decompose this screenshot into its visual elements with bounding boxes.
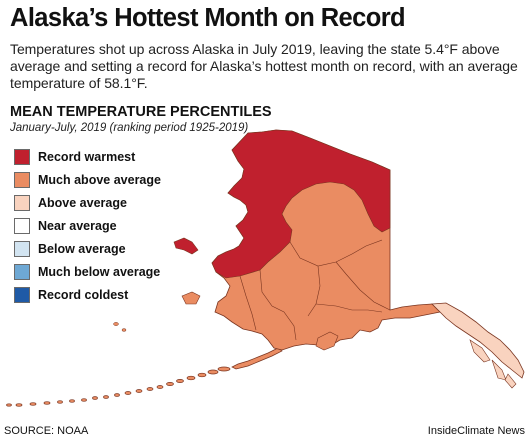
legend-label: Record coldest (38, 287, 129, 302)
aleutian-island (29, 402, 37, 406)
panhandle-island (469, 339, 491, 363)
division-line (315, 303, 383, 313)
legend-swatch (14, 240, 30, 257)
alaska-peninsula-tip (231, 347, 283, 370)
legend-swatch (14, 171, 30, 188)
aleutian-island (92, 396, 98, 400)
map-legend: Record warmest Much above average Above … (14, 145, 161, 306)
panhandle-islands (469, 339, 517, 389)
aleutian-island (43, 401, 51, 405)
legend-label: Record warmest (38, 149, 136, 164)
division-line (307, 265, 321, 317)
aleutian-island (146, 387, 154, 391)
aleutian-island (81, 398, 87, 402)
legend-item-record-coldest: Record coldest (14, 283, 161, 306)
st-lawrence-island (173, 237, 199, 255)
division-line (351, 239, 383, 255)
panhandle-island (504, 373, 517, 389)
aleutian-island (186, 375, 196, 381)
pribilof-island (113, 322, 119, 326)
aleutian-island (57, 400, 63, 404)
legend-swatch (14, 286, 30, 303)
legend-label: Above average (38, 195, 127, 210)
legend-swatch (14, 263, 30, 280)
legend-swatch (14, 194, 30, 211)
kodiak-island (315, 331, 339, 351)
legend-item-above-average: Above average (14, 191, 161, 214)
aleutian-island (114, 393, 120, 397)
legend-label: Below average (38, 241, 126, 256)
legend-label: Much below average (38, 264, 161, 279)
division-line (239, 275, 257, 331)
aleutian-island (197, 372, 207, 378)
aleutian-island (156, 385, 164, 389)
alaska-panhandle (431, 302, 525, 379)
legend-subtitle: January-July, 2019 (ranking period 1925-… (10, 122, 249, 134)
legend-swatch (14, 148, 30, 165)
legend-item-record-warmest: Record warmest (14, 145, 161, 168)
aleutian-islands (6, 347, 283, 407)
legend-label: Much above average (38, 172, 161, 187)
aleutian-island (176, 379, 184, 383)
aleutian-island (166, 382, 174, 386)
aleutian-island (217, 366, 231, 372)
legend-label: Near average (38, 218, 117, 233)
division-line (335, 261, 391, 311)
division-line (259, 269, 297, 341)
legend-swatch (14, 217, 30, 234)
aleutian-island (103, 395, 109, 399)
legend-item-much-below-average: Much below average (14, 260, 161, 283)
aleutian-island (124, 391, 132, 395)
legend-item-near-average: Near average (14, 214, 161, 237)
aleutian-island (69, 399, 75, 403)
aleutian-island (207, 369, 219, 375)
aleutian-island (135, 389, 143, 393)
legend-item-much-above-average: Much above average (14, 168, 161, 191)
page-subtitle: Temperatures shot up across Alaska in Ju… (10, 41, 518, 91)
pribilof-island (121, 328, 127, 332)
source-note: SOURCE: NOAA (4, 425, 89, 437)
publisher-credit: InsideClimate News (427, 425, 525, 437)
nunivak-island (181, 291, 201, 305)
page-title: Alaska’s Hottest Month on Record (10, 4, 406, 32)
aleutian-island (15, 403, 23, 407)
legend-title: MEAN TEMPERATURE PERCENTILES (10, 104, 272, 120)
aleutian-island (6, 403, 12, 407)
climate-division-lines (239, 239, 391, 341)
legend-item-below-average: Below average (14, 237, 161, 260)
